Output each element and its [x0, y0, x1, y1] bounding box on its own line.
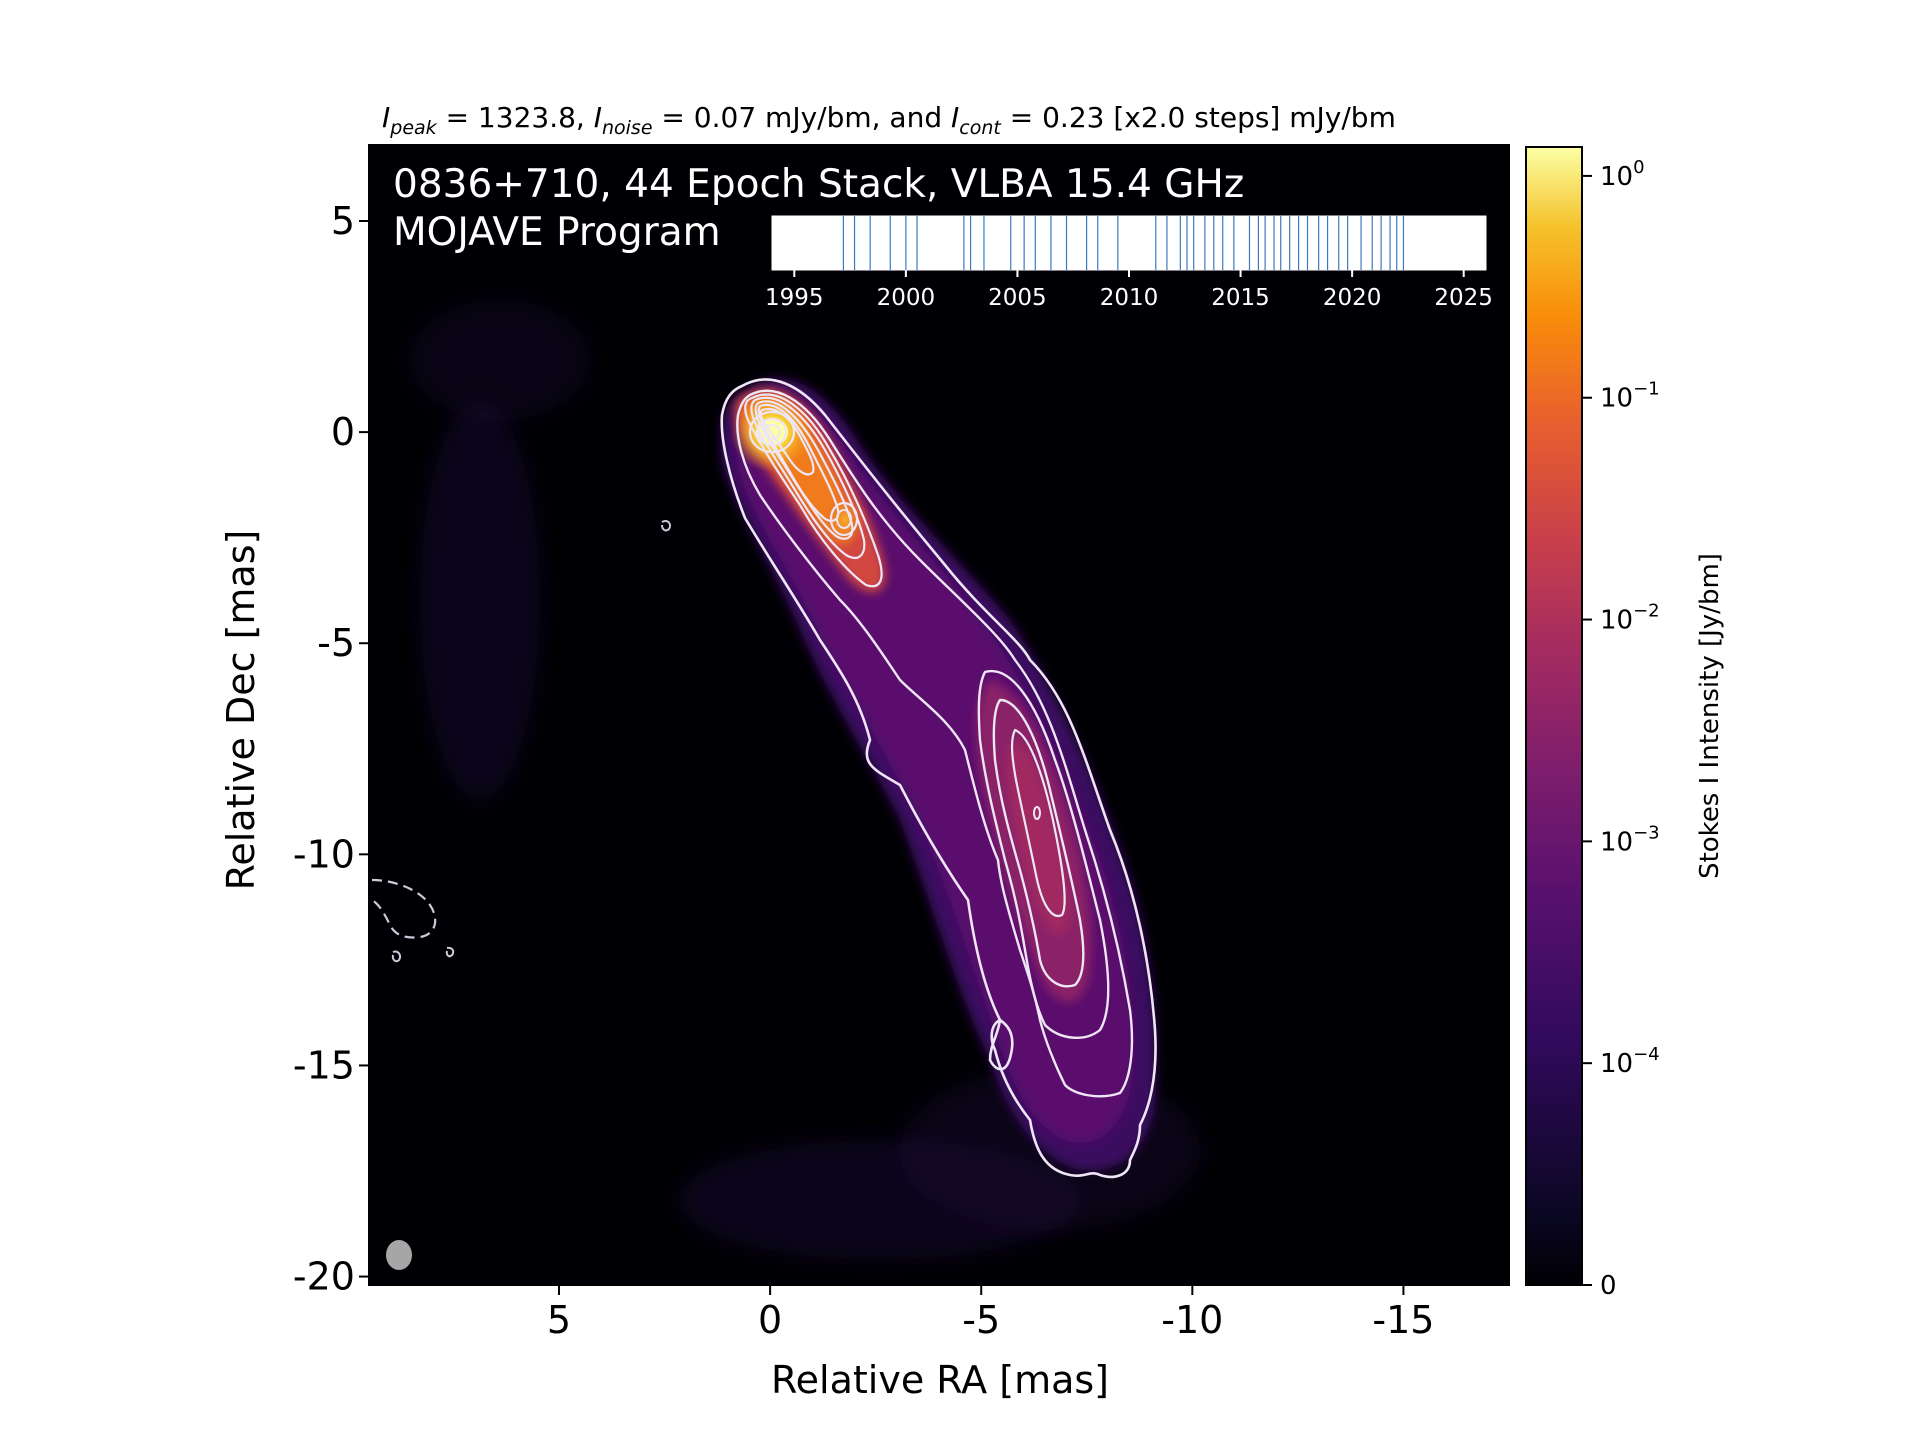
x-tick-label: -5 [962, 1298, 1000, 1342]
x-axis-label: Relative RA [mas] [771, 1358, 1109, 1402]
timeline-tick-label: 2010 [1100, 285, 1159, 311]
colorbar-tick-label: 10−3 [1600, 822, 1660, 857]
colorbar-label: Stokes I Intensity [Jy/bm] [1695, 553, 1725, 879]
y-axis-label: Relative Dec [mas] [219, 530, 263, 891]
colorbar-gradient [1526, 147, 1582, 1285]
x-tick-label: 0 [758, 1298, 782, 1342]
colorbar-tick-label: 10−4 [1600, 1044, 1660, 1079]
x-tick-label: -10 [1161, 1298, 1223, 1342]
jet-emission-image [410, 300, 1200, 1260]
y-tick-label: -20 [293, 1255, 355, 1299]
y-tick-label: -15 [293, 1043, 355, 1087]
timeline-tick-label: 1995 [765, 285, 824, 311]
y-tick-label: 5 [331, 199, 355, 243]
colorbar-tick-label: 0 [1600, 1271, 1617, 1301]
chart-title: Ipeak = 1323.8, Inoise = 0.07 mJy/bm, an… [382, 101, 1396, 139]
timeline-tick-label: 2000 [877, 285, 936, 311]
epoch-timeline-inset: 1995 2000 2005 2010 2015 2020 2025 [765, 215, 1493, 311]
timeline-tick-label: 2025 [1434, 285, 1493, 311]
colorbar-tick-label: 10−1 [1600, 379, 1660, 414]
plot-frame [368, 144, 1510, 1286]
colorbar-tick-label: 10−2 [1600, 601, 1660, 636]
timeline-tick-label: 2015 [1211, 285, 1270, 311]
x-tick-label: -15 [1372, 1298, 1434, 1342]
program-annotation: MOJAVE Program [393, 210, 721, 255]
timeline-tick-label: 2005 [988, 285, 1047, 311]
timeline-box [771, 215, 1487, 271]
contour-lines [371, 378, 1157, 1179]
colorbar: 100 10−1 10−2 10−3 10−4 0 Stokes I Intensity … [1525, 146, 1725, 1301]
beam-ellipse [386, 1240, 412, 1270]
x-axis-ticks: 5 0 -5 -10 -15 [547, 1285, 1434, 1342]
x-tick-label: 5 [547, 1298, 571, 1342]
timeline-tick-label: 2020 [1323, 285, 1382, 311]
y-tick-label: -5 [317, 621, 355, 665]
colorbar-tick-label: 100 [1600, 157, 1645, 192]
y-axis-ticks: 5 0 -5 -10 -15 -20 [293, 199, 369, 1299]
y-tick-label: 0 [331, 410, 355, 454]
y-tick-label: -10 [293, 832, 355, 876]
source-annotation: 0836+710, 44 Epoch Stack, VLBA 15.4 GHz [393, 162, 1244, 207]
